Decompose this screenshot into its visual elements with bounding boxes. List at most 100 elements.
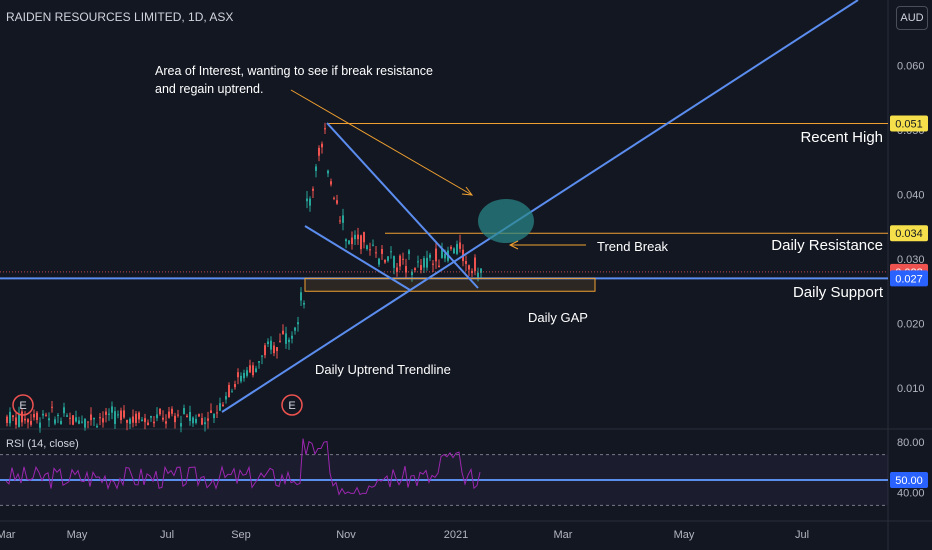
candle-body [138, 412, 140, 420]
candle-body [114, 411, 116, 424]
candle-body [132, 416, 134, 423]
candle-body [300, 292, 302, 301]
candle-body [201, 418, 203, 425]
candle-body [393, 256, 395, 268]
candle-body [183, 408, 185, 414]
candle-body [93, 417, 95, 420]
candle-body [438, 265, 440, 268]
candle-body [333, 197, 335, 199]
area-of-interest-arrow [290, 89, 473, 196]
candle-body [45, 414, 47, 416]
candle-body [318, 147, 320, 156]
candle-body [90, 414, 92, 421]
rsi-value-badge [890, 472, 928, 488]
candle-body [282, 330, 284, 335]
candle-body [216, 412, 218, 414]
candle-body [339, 220, 341, 222]
candle-body [264, 345, 266, 356]
candle-body [327, 170, 329, 174]
candle-body [162, 417, 164, 420]
rsi-line [5, 438, 481, 496]
candles [6, 122, 482, 433]
candle-body [342, 215, 344, 223]
candle-body [306, 198, 308, 202]
candle-body [39, 422, 41, 428]
candle-body [381, 249, 383, 254]
candle-body [324, 128, 326, 130]
candle-body [117, 414, 119, 416]
candle-body [426, 257, 428, 268]
candle-body [129, 418, 131, 424]
area-of-interest-text: Area of Interest, wanting to see if brea… [155, 64, 433, 78]
candle-body [477, 272, 479, 278]
candle-body [411, 271, 413, 276]
candle-body [351, 237, 353, 245]
candle-body [237, 372, 239, 378]
candle-body [366, 245, 368, 250]
candle-body [111, 406, 113, 413]
candle-body [147, 422, 149, 426]
candle-body [204, 422, 206, 425]
candle-body [198, 414, 200, 417]
candle-body [267, 341, 269, 344]
candle-body [354, 234, 356, 240]
candle-body [420, 265, 422, 271]
time-tick-label: May [674, 529, 695, 541]
candle-body [417, 261, 419, 263]
candle-body [48, 418, 50, 421]
candle-body [213, 413, 215, 419]
arrow-head [508, 240, 519, 250]
candle-body [405, 266, 407, 273]
candle-body [372, 244, 374, 246]
daily-resistance-label: Daily Resistance [771, 237, 883, 254]
candle-body [15, 417, 17, 425]
candle-body [231, 391, 233, 393]
price-tick-label: 0.040 [897, 190, 925, 202]
candle-body [312, 188, 314, 191]
candle-body [57, 415, 59, 417]
candle-body [78, 420, 80, 424]
candle-body [27, 419, 29, 423]
daily-gap-label: Daily GAP [528, 310, 588, 325]
candle-body [330, 181, 332, 185]
candle-body [219, 403, 221, 411]
rsi-tick-label: 80.00 [897, 437, 925, 449]
candle-body [174, 415, 176, 423]
candle-body [150, 415, 152, 418]
candle-body [108, 413, 110, 415]
area-of-interest-circle [478, 199, 534, 243]
candle-body [441, 248, 443, 258]
candle-body [135, 413, 137, 423]
price-badge-label: 0.027 [895, 273, 923, 285]
price-tick-label: 0.020 [897, 319, 925, 331]
candle-body [378, 258, 380, 265]
candle-body [165, 421, 167, 424]
price-badge [890, 270, 928, 287]
chart-title: RAIDEN RESOURCES LIMITED, 1D, ASX [6, 10, 234, 24]
candle-body [42, 413, 44, 416]
time-tick-label: Nov [336, 529, 356, 541]
time-tick-label: May [67, 529, 88, 541]
candle-body [297, 322, 299, 325]
candle-body [444, 253, 446, 259]
candle-body [21, 411, 23, 423]
candle-body [126, 419, 128, 423]
area-of-interest-text: and regain uptrend. [155, 82, 263, 96]
time-tick-label: 2021 [444, 529, 468, 541]
currency-button[interactable]: AUD [896, 6, 928, 30]
candle-body [363, 232, 365, 243]
candle-body [252, 365, 254, 376]
candle-body [60, 420, 62, 425]
candle-body [225, 396, 227, 400]
arrow-head [461, 186, 474, 196]
earnings-marker-label: E [288, 400, 295, 412]
candle-body [336, 200, 338, 204]
price-badge [890, 115, 928, 132]
candle-body [153, 421, 155, 424]
candle-body [177, 414, 179, 416]
candle-body [192, 417, 194, 424]
candle-body [294, 327, 296, 331]
candle-body [75, 417, 77, 422]
candle-body [105, 411, 107, 415]
